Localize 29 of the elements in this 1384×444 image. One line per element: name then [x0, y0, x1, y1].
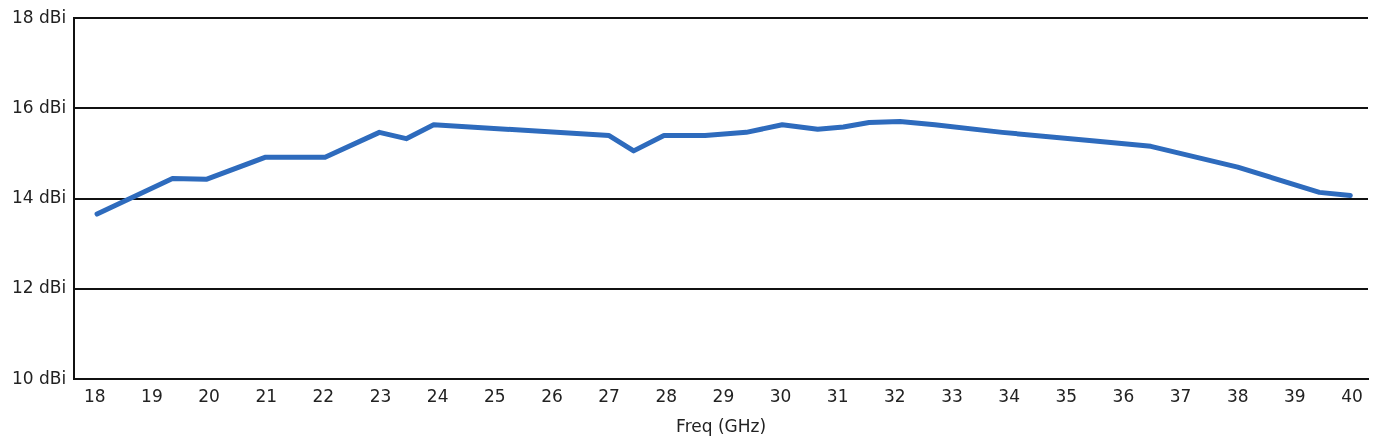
x-tick-label: 20 — [198, 385, 220, 406]
y-tick-label: 18 dBi — [11, 6, 67, 27]
x-tick-label: 36 — [1112, 385, 1135, 406]
y-tick-label: 10 dBi — [11, 367, 67, 388]
x-tick-label: 28 — [655, 385, 678, 406]
x-tick-label: 35 — [1055, 385, 1078, 406]
x-tick-label: 30 — [769, 385, 792, 406]
x-tick-label: 37 — [1169, 385, 1192, 406]
x-tick-label: 38 — [1226, 385, 1249, 406]
x-tick-label: 18 — [83, 385, 106, 406]
x-tick-label: 19 — [141, 385, 163, 406]
x-tick-label: 26 — [541, 385, 563, 406]
y-tick-label: 12 dBi — [11, 277, 67, 298]
x-tick-label: 23 — [369, 385, 392, 406]
x-tick-label: 21 — [255, 385, 278, 406]
x-tick-label: 24 — [426, 385, 449, 406]
x-tick-label: 31 — [826, 385, 849, 406]
x-tick-label: 32 — [884, 385, 906, 406]
x-tick-label: 27 — [598, 385, 620, 406]
x-tick-label: 33 — [941, 385, 963, 406]
y-tick-label: 14 dBi — [11, 187, 67, 208]
x-tick-label: 22 — [312, 385, 335, 406]
x-tick-label: 25 — [483, 385, 506, 406]
x-tick-label: 29 — [712, 385, 735, 406]
x-tick-label: 40 — [1341, 385, 1363, 406]
y-tick-label: 16 dBi — [11, 96, 67, 117]
x-tick-label: 39 — [1284, 385, 1306, 406]
x-tick-label: 34 — [998, 385, 1020, 406]
x-axis-title: Freq (GHz) — [676, 416, 767, 437]
